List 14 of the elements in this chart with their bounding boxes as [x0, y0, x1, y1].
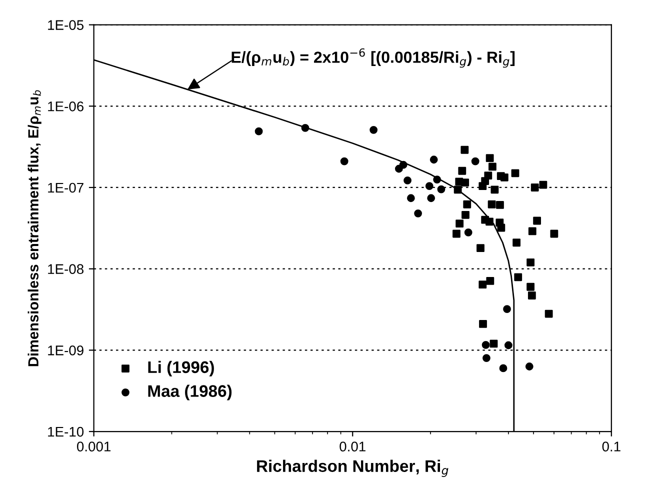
x-axis-title: Richardson Number, Ri$_{g}$ — [257, 460, 448, 477]
x-tick-label: 0.1 — [602, 442, 620, 452]
legend-label: Maa (1986) — [148, 384, 232, 400]
y-tick-label: 1E-06 — [48, 101, 84, 112]
legend-label: Li (1996) — [148, 360, 214, 376]
y-tick-label: 1E-09 — [48, 346, 84, 356]
y-tick-label: 1E-05 — [48, 20, 84, 30]
y-tick-label: 1E-08 — [48, 264, 84, 274]
x-tick-label: 0.01 — [340, 442, 366, 452]
text: E/(ρ$_{m}$u$_{b}$) = 2x10$^{−6}$ [(0.00185/Ri$_{g}$) - Ri$_{g}$] — [232, 48, 515, 68]
y-tick-label: 1E-10 — [48, 426, 84, 437]
y-tick-label: 1E-07 — [48, 182, 84, 193]
y-axis-title: Dimensionless entrainment flux, E/ρ$_{m}$u$_{b}$ — [28, 90, 42, 366]
x-tick-label: 0.001 — [76, 442, 111, 452]
